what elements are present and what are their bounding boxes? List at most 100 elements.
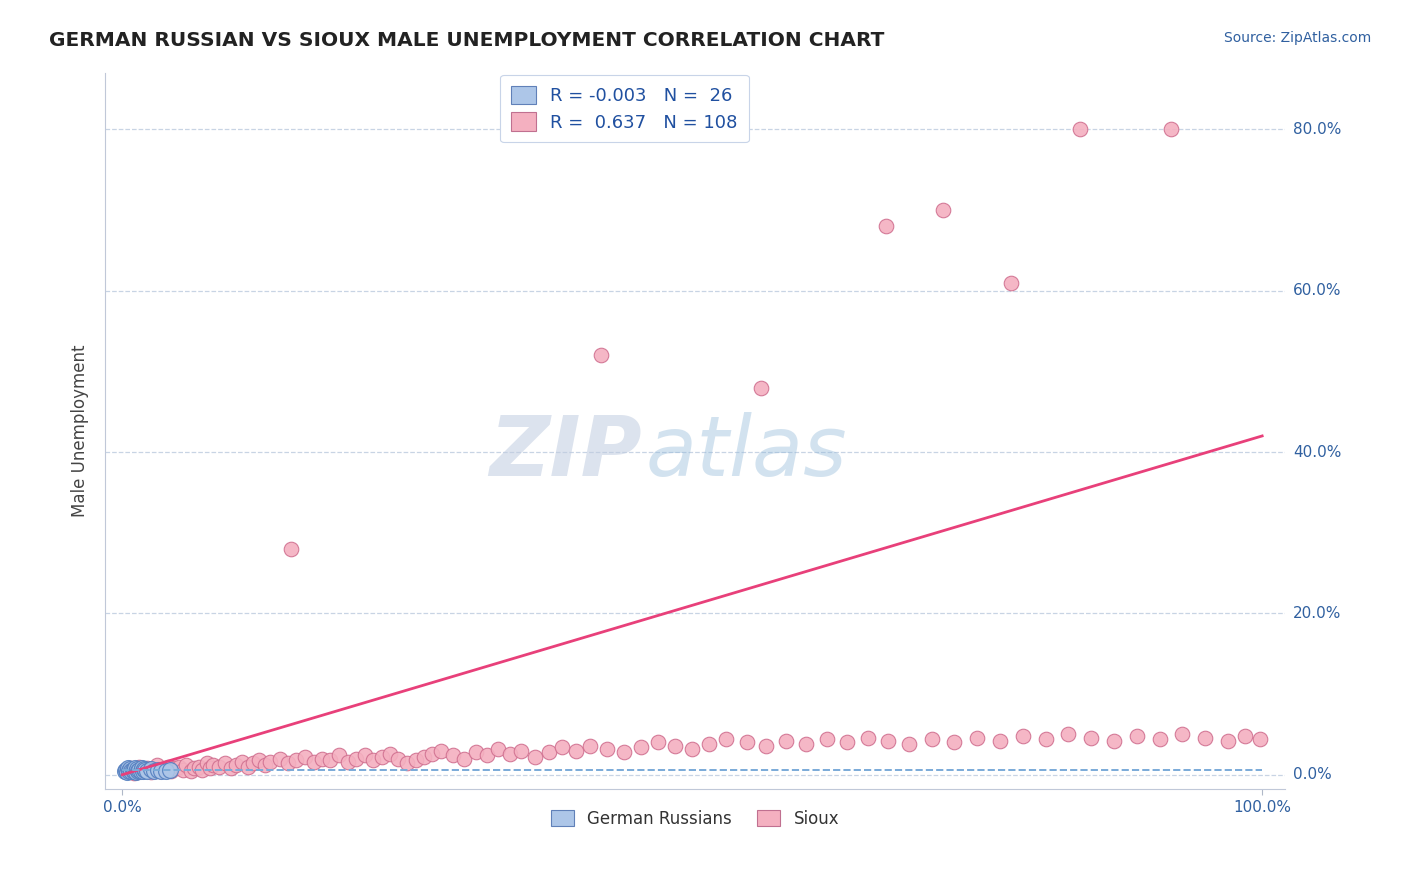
Point	[488, 742, 510, 756]
Point	[302, 755, 325, 769]
Point	[319, 753, 342, 767]
Point	[475, 748, 498, 763]
Point	[1035, 732, 1057, 747]
Point	[180, 764, 202, 779]
Point	[337, 755, 360, 769]
Point	[280, 541, 302, 556]
Point	[1216, 734, 1239, 748]
Point	[208, 759, 231, 773]
Point	[132, 764, 155, 779]
Point	[159, 763, 181, 777]
Point	[1011, 729, 1033, 743]
Point	[191, 763, 214, 777]
Point	[127, 764, 149, 778]
Point	[877, 734, 900, 748]
Point	[856, 731, 879, 745]
Point	[125, 763, 148, 777]
Point	[775, 734, 797, 748]
Point	[422, 747, 444, 761]
Point	[121, 763, 143, 777]
Point	[1194, 731, 1216, 745]
Point	[464, 745, 486, 759]
Point	[344, 751, 367, 765]
Point	[143, 763, 166, 777]
Point	[259, 755, 281, 769]
Point	[122, 764, 145, 778]
Point	[396, 756, 419, 771]
Point	[589, 348, 612, 362]
Point	[1234, 729, 1257, 743]
Point	[128, 763, 150, 777]
Point	[118, 764, 141, 778]
Text: 80.0%: 80.0%	[1294, 122, 1341, 137]
Point	[354, 748, 377, 763]
Point	[815, 732, 838, 747]
Point	[225, 758, 247, 772]
Point	[143, 764, 166, 779]
Point	[735, 735, 758, 749]
Point	[1069, 122, 1091, 136]
Point	[699, 737, 721, 751]
Point	[120, 761, 142, 775]
Point	[139, 765, 162, 780]
Point	[966, 731, 988, 745]
Text: Source: ZipAtlas.com: Source: ZipAtlas.com	[1223, 31, 1371, 45]
Point	[277, 756, 299, 771]
Point	[328, 748, 350, 763]
Text: GERMAN RUSSIAN VS SIOUX MALE UNEMPLOYMENT CORRELATION CHART: GERMAN RUSSIAN VS SIOUX MALE UNEMPLOYMEN…	[49, 31, 884, 50]
Point	[114, 763, 136, 777]
Point	[755, 739, 778, 753]
Point	[129, 764, 152, 779]
Legend: German Russians, Sioux: German Russians, Sioux	[544, 804, 846, 835]
Point	[943, 735, 966, 749]
Point	[219, 761, 242, 775]
Point	[1000, 276, 1022, 290]
Point	[132, 764, 155, 778]
Point	[294, 750, 316, 764]
Point	[1249, 732, 1271, 747]
Point	[269, 751, 291, 765]
Point	[146, 763, 169, 777]
Point	[253, 758, 276, 772]
Point	[361, 753, 384, 767]
Point	[430, 743, 453, 757]
Point	[149, 764, 172, 779]
Text: 0.0%: 0.0%	[1294, 767, 1331, 782]
Point	[537, 745, 560, 759]
Point	[117, 761, 139, 775]
Point	[195, 756, 218, 771]
Text: 40.0%: 40.0%	[1294, 444, 1341, 459]
Point	[134, 763, 156, 777]
Point	[499, 747, 522, 761]
Point	[247, 753, 270, 767]
Point	[128, 759, 150, 773]
Point	[202, 758, 225, 772]
Point	[596, 742, 619, 756]
Point	[380, 747, 402, 761]
Point	[837, 735, 859, 749]
Point	[897, 737, 920, 751]
Point	[124, 761, 146, 775]
Point	[169, 759, 191, 773]
Point	[510, 743, 533, 757]
Point	[132, 762, 155, 776]
Point	[647, 735, 669, 749]
Point	[1080, 731, 1102, 745]
Point	[441, 747, 464, 762]
Point	[794, 737, 817, 751]
Point	[413, 750, 436, 764]
Point	[1102, 734, 1125, 748]
Text: 60.0%: 60.0%	[1294, 284, 1341, 298]
Point	[139, 762, 162, 776]
Point	[127, 762, 149, 776]
Point	[152, 762, 174, 776]
Point	[681, 742, 703, 756]
Point	[630, 740, 652, 755]
Point	[120, 762, 142, 776]
Point	[1057, 727, 1080, 741]
Point	[236, 759, 259, 773]
Text: 20.0%: 20.0%	[1294, 606, 1341, 621]
Point	[453, 751, 475, 765]
Point	[749, 380, 772, 394]
Point	[136, 761, 159, 775]
